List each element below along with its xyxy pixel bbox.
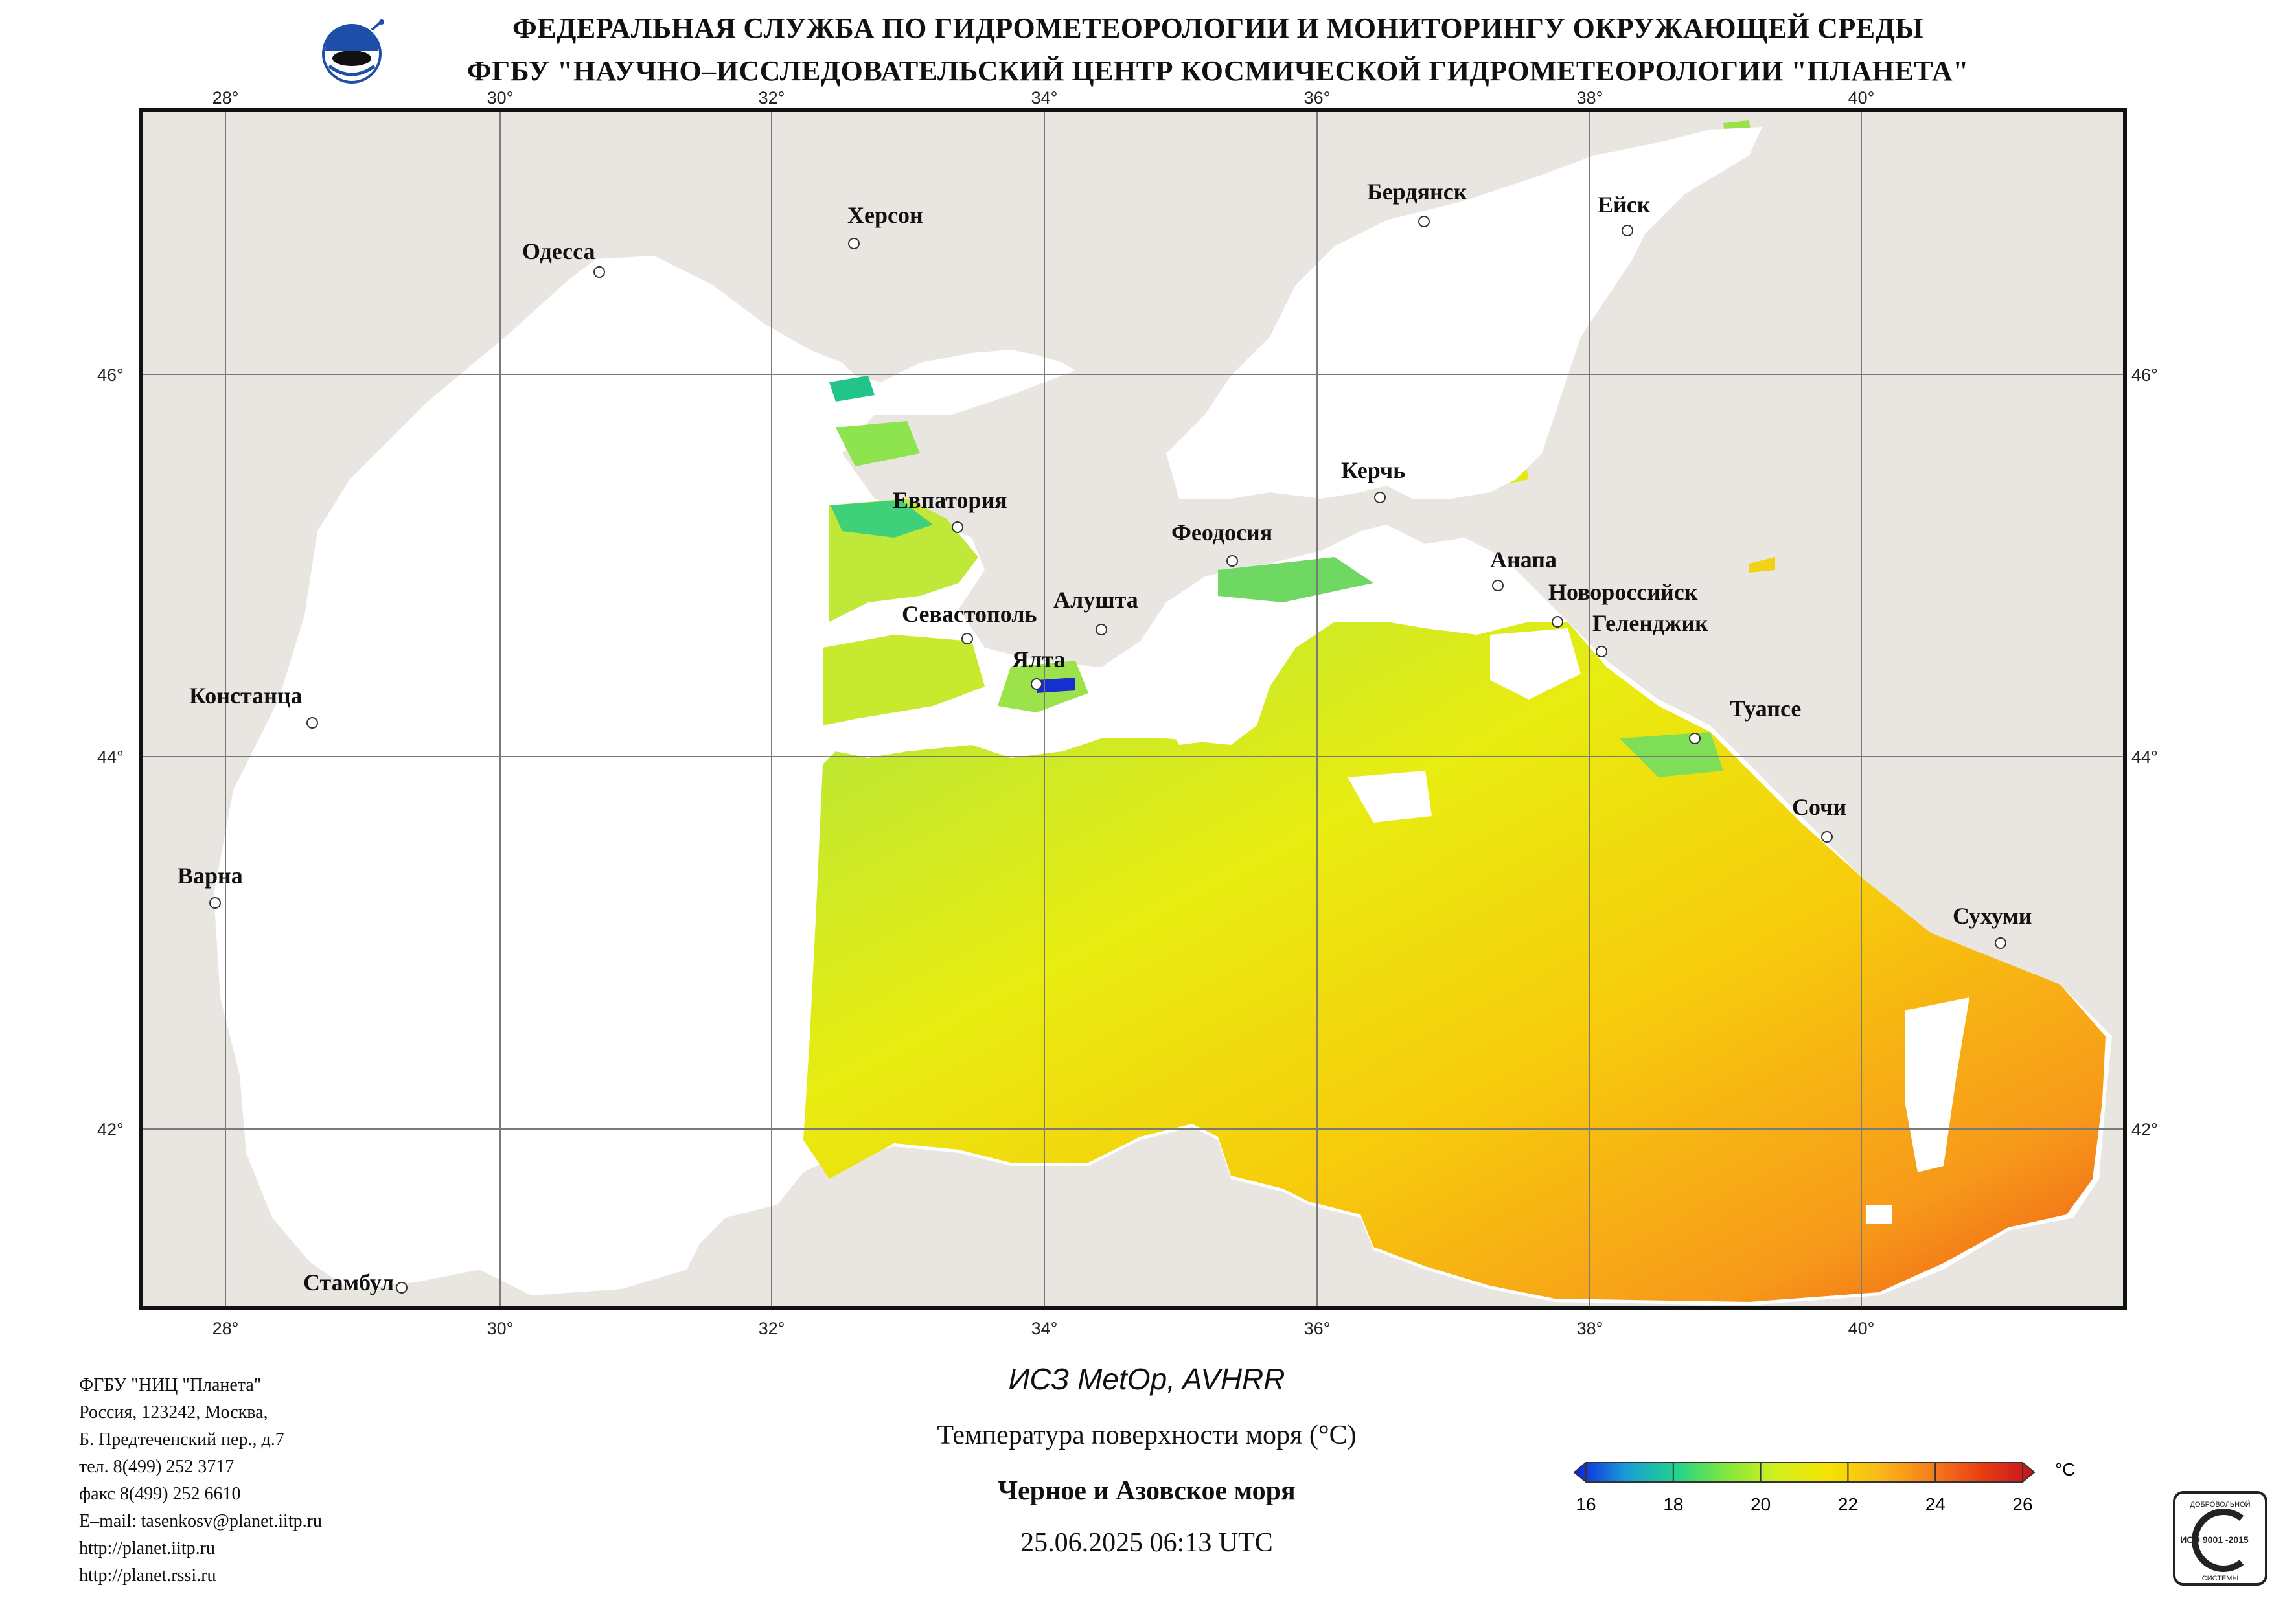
colorbar-tick-label: 16 bbox=[1576, 1494, 1596, 1514]
city-label-yeysk: Ейск bbox=[1598, 192, 1651, 218]
lat-tick-left: 46° bbox=[97, 365, 124, 385]
colorbar-bar bbox=[1573, 1462, 2036, 1483]
lon-tick-top: 40° bbox=[1848, 88, 1875, 108]
city-label-berdyansk: Бердянск bbox=[1367, 179, 1467, 205]
city-label-constanta: Констанца bbox=[189, 683, 303, 709]
city-label-sochi: Сочи bbox=[1792, 794, 1846, 820]
datetime-label: 25.06.2025 06:13 UTC bbox=[1020, 1528, 1273, 1558]
azov-sea bbox=[1166, 127, 1762, 499]
header-center: ФГБУ "НАУЧНО–ИССЛЕДОВАТЕЛЬСКИЙ ЦЕНТР КОС… bbox=[466, 55, 1969, 87]
lon-tick-bottom: 28° bbox=[212, 1319, 239, 1338]
city-label-yalta: Ялта bbox=[1012, 646, 1065, 672]
header-agency: ФЕДЕРАЛЬНАЯ СЛУЖБА ПО ГИДРОМЕТЕОРОЛОГИИ … bbox=[512, 12, 1924, 44]
lon-tick-bottom: 38° bbox=[1577, 1319, 1603, 1338]
colorbar-tick-label: 22 bbox=[1838, 1494, 1858, 1514]
lat-tick-left: 44° bbox=[97, 747, 124, 767]
iso-top-text: ДОБРОВОЛЬНОЙ bbox=[2190, 1500, 2250, 1509]
city-label-sevastopol: Севастополь bbox=[902, 601, 1037, 627]
city-label-anapa: Анапа bbox=[1490, 547, 1557, 573]
address-line: Б. Предтеченский пер., д.7 bbox=[79, 1430, 284, 1450]
iso-bottom-text: СИСТЕМЫ bbox=[2202, 1575, 2238, 1582]
region-label: Черное и Азовское моря bbox=[998, 1476, 1296, 1506]
address-line: тел. 8(499) 252 3717 bbox=[79, 1457, 235, 1477]
city-label-sukhumi: Сухуми bbox=[1953, 903, 2032, 929]
lon-tick-top: 34° bbox=[1031, 88, 1058, 108]
colorbar-tick-label: 18 bbox=[1663, 1494, 1683, 1514]
lon-tick-bottom: 32° bbox=[759, 1319, 785, 1338]
city-label-feodosia: Феодосия bbox=[1171, 519, 1272, 545]
parameter-label: Температура поверхности моря (°C) bbox=[937, 1420, 1357, 1450]
city-label-alushta: Алушта bbox=[1053, 587, 1138, 613]
lat-tick-right: 44° bbox=[2131, 747, 2158, 767]
colorbar-tick-label: 24 bbox=[1925, 1494, 1946, 1514]
address-line: Россия, 123242, Москва, bbox=[79, 1402, 268, 1422]
city-label-kherson: Херсон bbox=[847, 202, 923, 228]
lon-tick-bottom: 34° bbox=[1031, 1319, 1058, 1338]
lon-tick-bottom: 40° bbox=[1848, 1319, 1875, 1338]
lon-tick-top: 32° bbox=[759, 88, 785, 108]
city-label-istanbul: Стамбул bbox=[303, 1270, 394, 1295]
lat-tick-right: 42° bbox=[2131, 1120, 2158, 1139]
address-line: http://planet.iitp.ru bbox=[79, 1538, 215, 1558]
address-line: ФГБУ "НИЦ "Планета" bbox=[79, 1375, 262, 1395]
colorbar: 16 18 20 22 24 26 °C bbox=[1573, 1459, 2075, 1514]
city-label-kerch: Керчь bbox=[1341, 457, 1405, 483]
city-label-evpatoria: Евпатория bbox=[893, 487, 1007, 513]
lat-tick-left: 42° bbox=[97, 1120, 124, 1139]
city-label-tuapse: Туапсе bbox=[1730, 696, 1801, 722]
iso-certificate-badge: ДОБРОВОЛЬНОЙ ИСО 9001 -2015 СИСТЕМЫ bbox=[2172, 1490, 2269, 1587]
address-line: http://planet.rssi.ru bbox=[79, 1566, 216, 1586]
address-line: факс 8(499) 252 6610 bbox=[79, 1484, 241, 1504]
iso-mark-text: ИСО 9001 -2015 bbox=[2180, 1534, 2249, 1545]
lon-tick-top: 36° bbox=[1304, 88, 1331, 108]
lon-tick-top: 28° bbox=[212, 88, 239, 108]
lon-tick-bottom: 30° bbox=[487, 1319, 514, 1338]
lon-tick-bottom: 36° bbox=[1304, 1319, 1331, 1338]
city-label-novorossiysk: Новороссийск bbox=[1548, 579, 1698, 605]
graticule bbox=[143, 111, 2124, 1307]
planeta-logo bbox=[316, 18, 387, 89]
city-label-varna: Варна bbox=[178, 863, 243, 889]
lon-tick-top: 38° bbox=[1577, 88, 1603, 108]
colorbar-tick-label: 26 bbox=[2012, 1494, 2032, 1514]
colorbar-tick-label: 20 bbox=[1751, 1494, 1771, 1514]
sst-field bbox=[803, 622, 2106, 1302]
lon-tick-top: 30° bbox=[487, 88, 514, 108]
lat-tick-right: 46° bbox=[2131, 365, 2158, 385]
satellite-label: ИСЗ MetOp, AVHRR bbox=[1008, 1362, 1285, 1396]
colorbar-unit: °C bbox=[2055, 1459, 2075, 1479]
contact-address: ФГБУ "НИЦ "Планета" Россия, 123242, Моск… bbox=[79, 1372, 322, 1590]
address-line: E–mail: tasenkosv@planet.iitp.ru bbox=[79, 1511, 322, 1531]
city-label-odessa: Одесса bbox=[522, 238, 595, 264]
city-label-gelendzhik: Геленджик bbox=[1592, 610, 1708, 636]
